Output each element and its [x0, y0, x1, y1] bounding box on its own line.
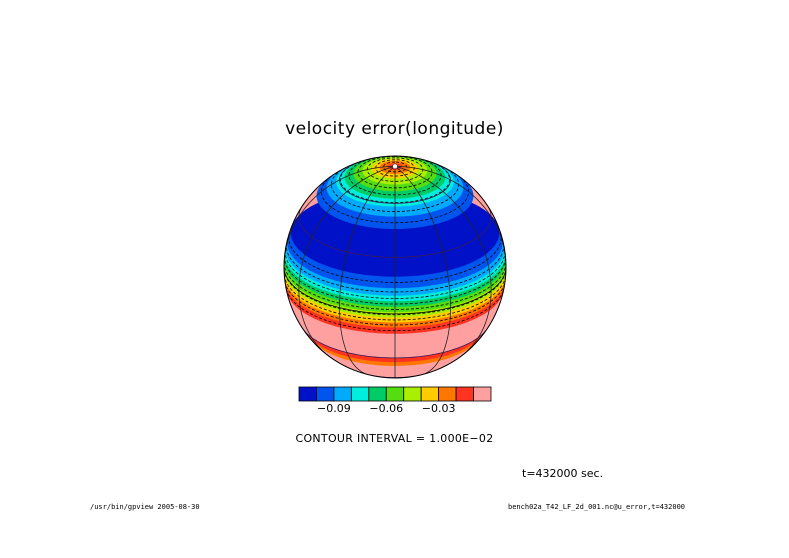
graticule-meridian [394, 166, 451, 375]
colorbar-tick-label: −0.06 [369, 402, 404, 415]
graticule-meridian [394, 166, 506, 268]
time-label: t=432000 sec. [522, 467, 604, 480]
colorbar-swatch [385, 386, 405, 402]
colorbar-swatch [403, 386, 422, 402]
colorbar-swatch [368, 386, 387, 402]
footer-left: /usr/bin/gpview 2005-08-30 [90, 503, 200, 511]
contour-line [286, 242, 504, 293]
globe-outline [283, 155, 507, 379]
graticule-meridian [394, 166, 492, 356]
colorbar [298, 386, 492, 402]
globe-plot [283, 155, 507, 379]
colorbar-swatch [473, 386, 492, 402]
colorbar-tick-labels: −0.09 −0.06 −0.03 [0, 402, 789, 418]
graticule [284, 161, 506, 378]
colorbar-swatch [438, 386, 457, 402]
contour-line [366, 157, 424, 182]
colorbar-swatch [455, 386, 474, 402]
colorbar-tick-label: −0.09 [317, 402, 351, 415]
contour-line [375, 159, 415, 177]
contour-interval-label: CONTOUR INTERVAL = 1.000E−02 [295, 432, 494, 445]
footer-right: bench02a_T42_LF_2d_001.nc@u_error,t=4320… [508, 503, 686, 511]
colorbar-swatch [316, 386, 335, 402]
colorbar-swatch [298, 386, 317, 402]
colorbar-swatch [420, 386, 440, 402]
pole-marker [392, 163, 398, 170]
contour-line [284, 250, 506, 299]
graticule-meridian [284, 166, 396, 268]
contour-line [288, 231, 502, 283]
colorbar-swatch [333, 386, 352, 402]
graticule-meridian [339, 166, 396, 375]
chart-title: velocity error(longitude) [285, 119, 504, 139]
graticule-meridian [298, 166, 396, 356]
contour-line [330, 166, 460, 212]
contour-line [339, 160, 451, 203]
colorbar-tick-label: −0.03 [421, 402, 456, 415]
colorbar-swatch [350, 386, 370, 402]
